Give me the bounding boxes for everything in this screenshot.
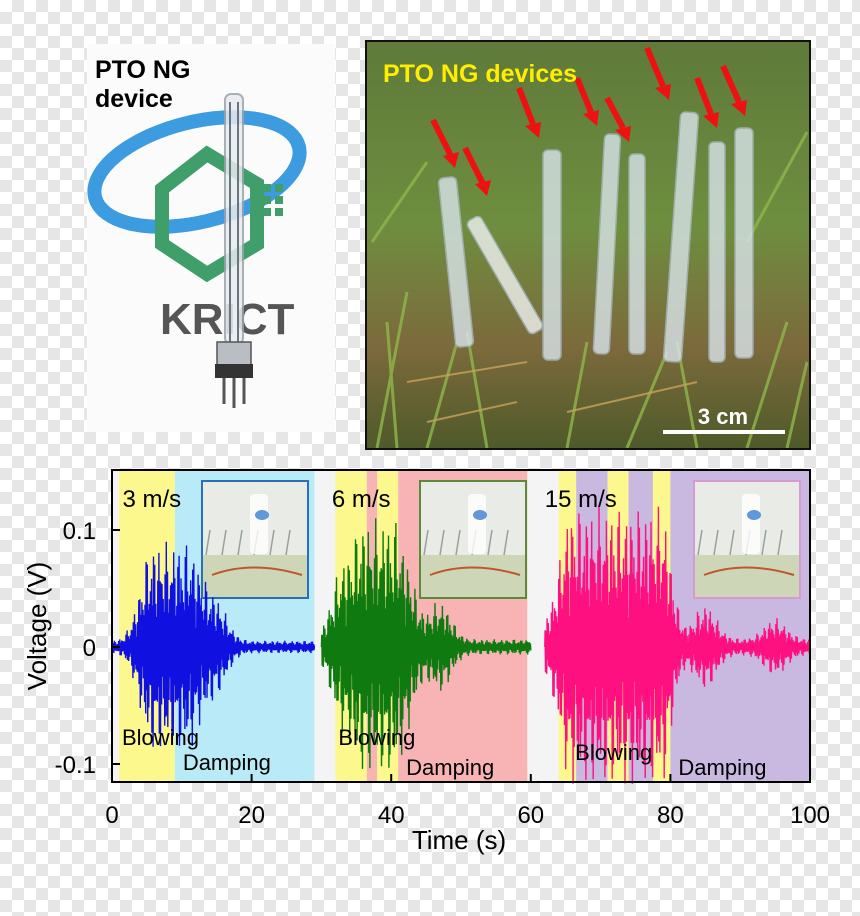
inset-cable: [703, 566, 795, 576]
y-tick-label: 0.1: [63, 518, 96, 545]
region-label: Blowing: [122, 725, 199, 750]
inset-cable: [211, 566, 303, 576]
inset-wire: [729, 529, 735, 556]
ng-devices: [437, 111, 754, 363]
x-tick-label: 60: [517, 802, 544, 829]
y-tick-label: 0: [83, 635, 96, 662]
inset-photo: [201, 480, 309, 599]
region-label: Damping: [678, 755, 766, 780]
arrow-icons: [430, 46, 747, 196]
inset-wire: [503, 529, 509, 556]
inset-wire: [439, 529, 445, 556]
x-tick-label: 20: [238, 802, 265, 829]
inset-device: [250, 494, 268, 554]
inset-wire: [713, 529, 719, 556]
inset-photo: [419, 480, 527, 599]
inset-wire: [285, 529, 291, 556]
logo-hexagon: [155, 145, 264, 283]
region-label: Damping: [406, 755, 494, 780]
inset-wire: [221, 529, 227, 556]
voltage-trace: [111, 541, 316, 747]
devices-in-grass-photo: 3 cm PTO NG devices: [365, 40, 811, 450]
inset-wire: [423, 529, 429, 556]
x-tick-label: 40: [378, 802, 405, 829]
chart-traces: [111, 506, 811, 784]
y-tick-label: -0.1: [55, 752, 96, 779]
inset-board: [203, 555, 307, 597]
plot-frame: [111, 469, 811, 783]
region-label: Blowing: [338, 725, 415, 750]
inset-cable: [429, 566, 521, 576]
inset-logo: [255, 510, 269, 520]
chart-insets: [201, 480, 801, 599]
inset-photo: [693, 480, 801, 599]
inset-logo: [747, 510, 761, 520]
inset-device: [742, 494, 760, 554]
inset-wire: [455, 529, 461, 556]
inset-logo: [473, 510, 487, 520]
device-label-line2: device: [95, 85, 173, 113]
scale-bar-label: 3 cm: [698, 404, 748, 429]
voltage-trace: [544, 506, 811, 784]
x-tick-label: 80: [657, 802, 684, 829]
inset-wire: [237, 529, 243, 556]
krict-logo-photo: KRICT: [87, 93, 307, 408]
speed-label: 6 m/s: [332, 486, 391, 513]
speed-label: 15 m/s: [545, 486, 617, 513]
region-label: Blowing: [575, 740, 652, 765]
logo-ring: [87, 110, 307, 234]
devices-label: PTO NG devices: [383, 60, 577, 88]
grass-scene: 3 cm PTO NG devices: [367, 42, 809, 448]
inset-wire: [761, 529, 767, 556]
device-photo-panel: PTO NG device KRICT: [87, 44, 335, 432]
x-tick-label: 0: [105, 802, 118, 829]
speed-label: 3 m/s: [122, 486, 181, 513]
inset-wire: [777, 529, 783, 556]
inset-board: [421, 555, 525, 597]
inset-board: [695, 555, 799, 597]
chart-ticks: 0 20 40 60 80 100 0.1 0 -0.1: [55, 518, 830, 829]
inset-wire: [269, 529, 275, 556]
inset-wire: [697, 529, 703, 556]
x-axis-label: Time (s): [412, 825, 506, 855]
y-axis-label: Voltage (V): [22, 562, 52, 691]
inset-wire: [205, 529, 211, 556]
voltage-trace: [320, 518, 532, 769]
x-tick-label: 100: [790, 802, 830, 829]
inset-wire: [487, 529, 493, 556]
inset-device: [468, 494, 486, 554]
device-label: PTO NG device: [95, 56, 190, 114]
device-label-line1: PTO NG: [95, 56, 191, 84]
region-label: Damping: [183, 750, 271, 775]
connector: [216, 341, 252, 369]
